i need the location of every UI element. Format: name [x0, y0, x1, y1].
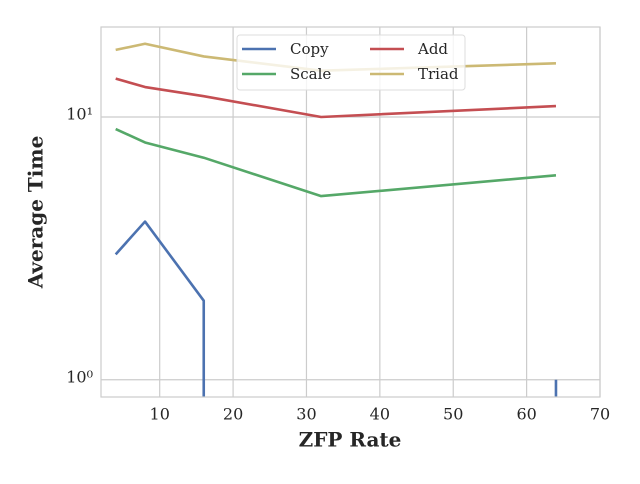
- series-line: [115, 77, 557, 119]
- y-tick-label: 10⁰: [66, 367, 93, 386]
- plot-frame: [100, 26, 601, 398]
- series-line: [114, 220, 558, 397]
- legend-label: Add: [417, 40, 448, 58]
- legend-label: Scale: [290, 65, 331, 83]
- x-tick-label: 30: [296, 405, 316, 424]
- y-tick-label: 10¹: [66, 104, 93, 123]
- y-axis-label: Average Time: [24, 136, 48, 290]
- x-tick-label: 70: [590, 405, 610, 424]
- legend-box: [236, 34, 466, 91]
- x-tick-label: 50: [443, 405, 463, 424]
- x-tick-label: 20: [223, 405, 243, 424]
- legend-label: Copy: [290, 40, 329, 58]
- x-tick-label: 40: [370, 405, 390, 424]
- x-tick-label: 60: [516, 405, 536, 424]
- x-tick-label: 10: [150, 405, 170, 424]
- x-axis-label: ZFP Rate: [299, 428, 402, 452]
- legend-label: Triad: [418, 65, 459, 83]
- series-line: [115, 127, 557, 198]
